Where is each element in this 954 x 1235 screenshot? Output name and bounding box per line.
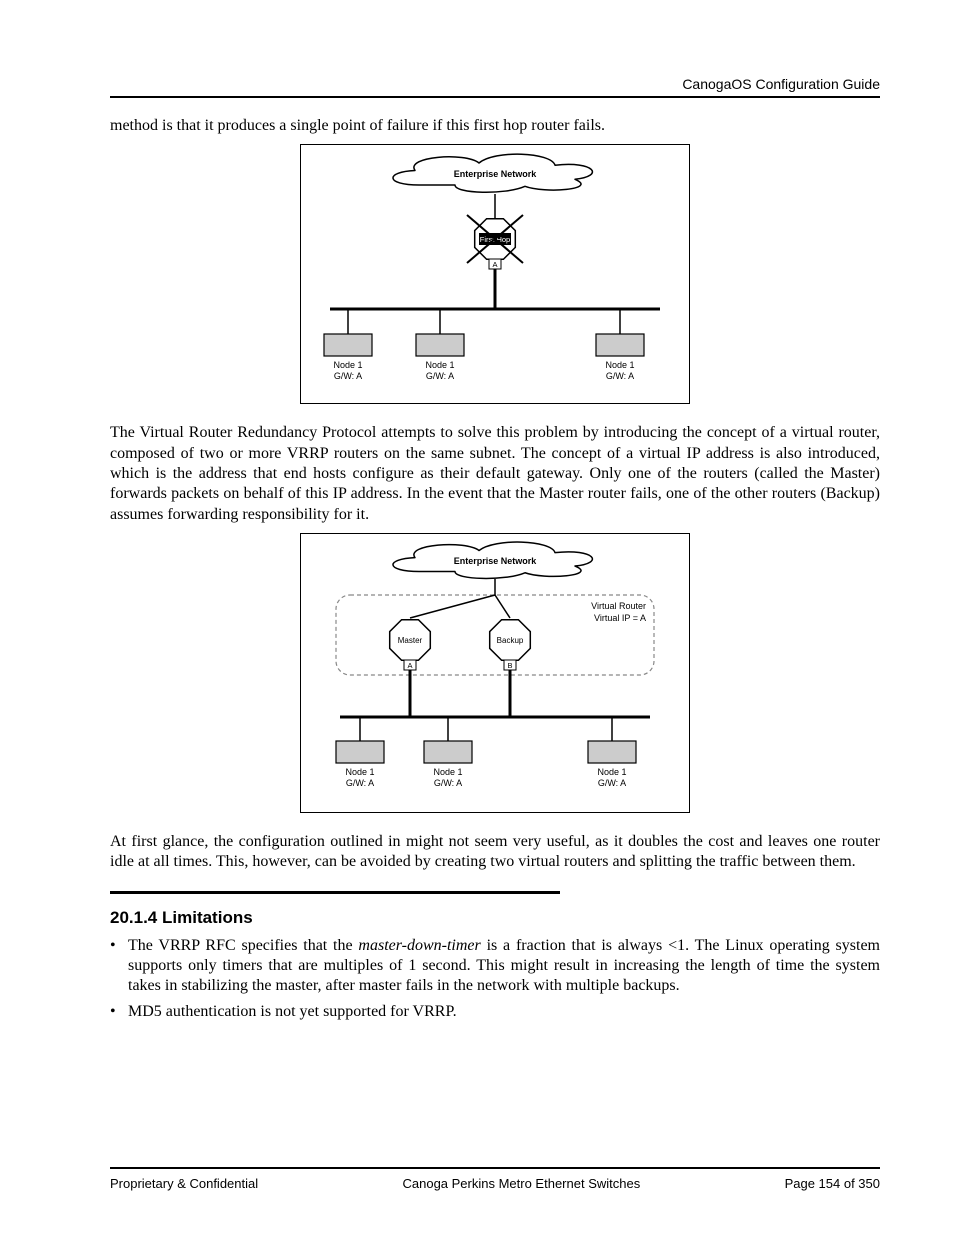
svg-text:G/W: A: G/W: A <box>426 371 454 381</box>
svg-text:G/W: A: G/W: A <box>434 778 462 788</box>
content-area: method is that it produces a single poin… <box>110 116 880 1029</box>
figure-1: Enterprise NetworkFirst HopANode 1G/W: A… <box>300 144 690 404</box>
bullet-1: • The VRRP RFC specifies that the master… <box>110 936 880 997</box>
paragraph-3: At first glance, the configuration outli… <box>110 832 880 873</box>
footer-left: Proprietary & Confidential <box>110 1176 258 1191</box>
header-rule <box>110 96 880 98</box>
footer: Proprietary & Confidential Canoga Perkin… <box>110 1176 880 1191</box>
svg-text:G/W: A: G/W: A <box>598 778 626 788</box>
section-title: Limitations <box>162 908 253 927</box>
bullet-1-body: The VRRP RFC specifies that the master-d… <box>128 936 880 997</box>
svg-text:A: A <box>492 260 497 269</box>
svg-text:Node 1: Node 1 <box>345 767 374 777</box>
footer-right: Page 154 of 350 <box>785 1176 880 1191</box>
svg-text:Node 1: Node 1 <box>425 360 454 370</box>
figure-1-wrap: Enterprise NetworkFirst HopANode 1G/W: A… <box>110 144 880 409</box>
section-rule <box>110 891 560 894</box>
section-number: 20.1.4 <box>110 908 157 927</box>
paragraph-2: The Virtual Router Redundancy Protocol a… <box>110 423 880 525</box>
paragraph-1: method is that it produces a single poin… <box>110 116 880 136</box>
header-doc-title: CanogaOS Configuration Guide <box>682 76 880 92</box>
svg-text:Master: Master <box>398 636 423 645</box>
svg-text:Virtual IP = A: Virtual IP = A <box>594 613 646 623</box>
bullet-1-em: master-down-timer <box>358 937 480 954</box>
bullet-2-body: MD5 authentication is not yet supported … <box>128 1002 880 1022</box>
section-heading: 20.1.4 Limitations <box>110 908 880 928</box>
svg-text:G/W: A: G/W: A <box>606 371 634 381</box>
footer-rule <box>110 1167 880 1169</box>
page: CanogaOS Configuration Guide method is t… <box>0 0 954 1235</box>
svg-text:Node 1: Node 1 <box>433 767 462 777</box>
bullet-2: • MD5 authentication is not yet supporte… <box>110 1002 880 1022</box>
svg-text:A: A <box>407 661 412 670</box>
svg-text:G/W: A: G/W: A <box>346 778 374 788</box>
bullet-dot: • <box>110 1002 128 1022</box>
svg-text:Backup: Backup <box>497 636 524 645</box>
svg-text:G/W: A: G/W: A <box>334 371 362 381</box>
svg-text:B: B <box>507 661 512 670</box>
svg-text:Node 1: Node 1 <box>333 360 362 370</box>
svg-text:Node 1: Node 1 <box>605 360 634 370</box>
svg-text:Node 1: Node 1 <box>597 767 626 777</box>
footer-center: Canoga Perkins Metro Ethernet Switches <box>402 1176 640 1191</box>
bullet-dot: • <box>110 936 128 997</box>
figure-2-wrap: Enterprise Network Virtual Router Virtual … <box>110 533 880 818</box>
bullet-1-pre: The VRRP RFC specifies that the <box>128 937 358 954</box>
figure-2: Enterprise Network Virtual Router Virtual … <box>300 533 690 813</box>
svg-text:Enterprise Network: Enterprise Network <box>454 556 538 566</box>
svg-text:Enterprise Network: Enterprise Network <box>454 169 538 179</box>
svg-text:Virtual Router: Virtual Router <box>591 601 646 611</box>
